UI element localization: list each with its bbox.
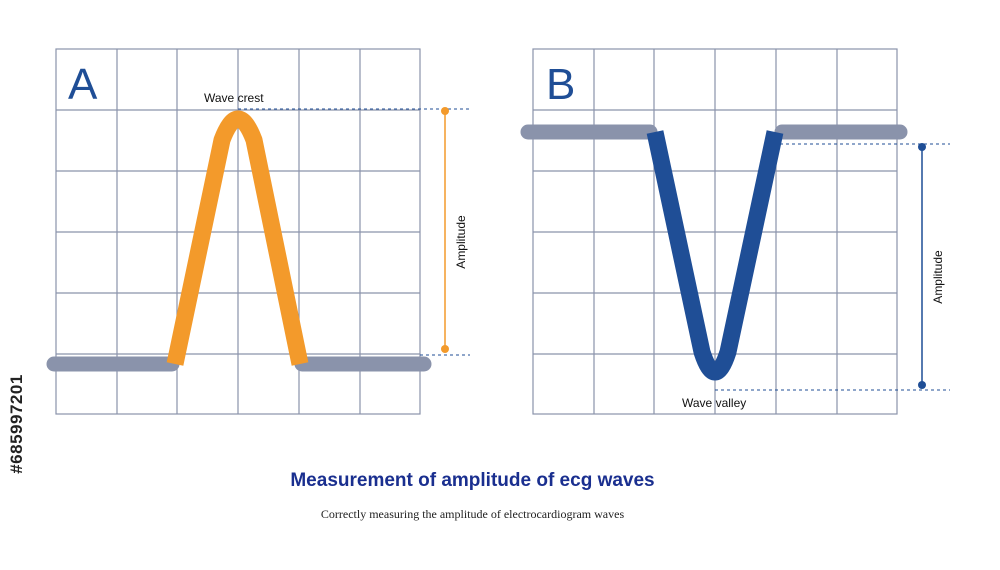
panel-a-letter: A	[68, 60, 98, 109]
panel-b-wave-valley-label: Wave valley	[682, 396, 746, 410]
panel-a-amplitude-label: Amplitude	[454, 215, 468, 269]
panel-a-amplitude-marker	[441, 107, 449, 353]
panel-b-amplitude-label: Amplitude	[931, 250, 945, 304]
panel-b-wave-valley	[646, 130, 784, 381]
figure-subtitle: Correctly measuring the amplitude of ele…	[320, 507, 625, 521]
panel-a: A Wave crest Amplitude	[46, 48, 470, 415]
panel-b-amplitude-marker	[918, 143, 926, 389]
panel-a-wave-crest	[166, 110, 309, 366]
panel-b-letter: B	[546, 60, 575, 109]
side-id: #685997201	[7, 334, 27, 514]
figure-title: Measurement of amplitude of ecg waves	[290, 470, 655, 491]
side-id-text: #685997201	[7, 374, 26, 474]
panel-a-wave-crest-label: Wave crest	[204, 91, 264, 105]
ecg-amplitude-figure: A Wave crest Amplitude B	[46, 48, 950, 415]
panel-b: B Wave valley Amplitude	[520, 48, 950, 415]
panel-b-grid	[532, 48, 898, 415]
